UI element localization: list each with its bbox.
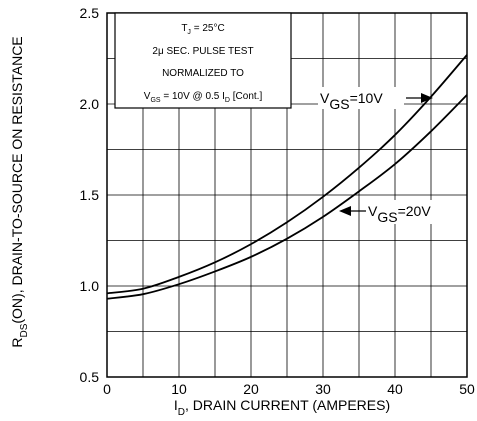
- condition-reference: VGS = 10V @ 0.5 ID [Cont.]: [144, 91, 263, 104]
- series-label-vgs20: VGS=20V: [339, 200, 458, 225]
- x-tick-label: 20: [243, 381, 259, 397]
- y-tick-label: 1.0: [80, 278, 100, 294]
- x-tick-label: 30: [315, 381, 331, 397]
- series-line-vgs20: [106, 94, 468, 300]
- x-tick-label: 50: [459, 381, 475, 397]
- svg-text:VGS=20V: VGS=20V: [368, 203, 431, 225]
- x-axis-title: ID, DRAIN CURRENT (AMPERES): [174, 397, 390, 418]
- svg-text:VGS=10V: VGS=10V: [320, 90, 383, 112]
- x-tick-label: 10: [171, 381, 187, 397]
- arrowhead-vgs20: [339, 206, 351, 216]
- y-tick-label: 1.5: [80, 187, 100, 203]
- y-tick-label: 2.5: [80, 5, 100, 21]
- x-tick-label: 0: [103, 381, 111, 397]
- y-axis-title: RDS(ON), DRAIN-TO-SOURCE ON RESISTANCE: [9, 36, 30, 347]
- y-tick-label: 0.5: [80, 369, 100, 385]
- conditions-box: TJ = 25°C 2μ SEC. PULSE TEST NORMALIZED …: [114, 12, 292, 109]
- condition-temperature: TJ = 25°C: [181, 23, 224, 36]
- tick-labels: 0 10 20 30 40 50 0.5 1.0 1.5 2.0 2.5: [80, 5, 475, 397]
- condition-normalized: NORMALIZED TO: [162, 68, 244, 79]
- series-line-vgs10: [106, 54, 468, 295]
- grid-lines: [107, 13, 467, 377]
- curves: [106, 54, 468, 300]
- x-tick-label: 40: [387, 381, 403, 397]
- y-tick-label: 2.0: [80, 96, 100, 112]
- condition-pulse-test: 2μ SEC. PULSE TEST: [152, 46, 253, 57]
- series-label-vgs10: VGS=10V: [318, 87, 433, 112]
- arrowhead-vgs10: [421, 93, 433, 103]
